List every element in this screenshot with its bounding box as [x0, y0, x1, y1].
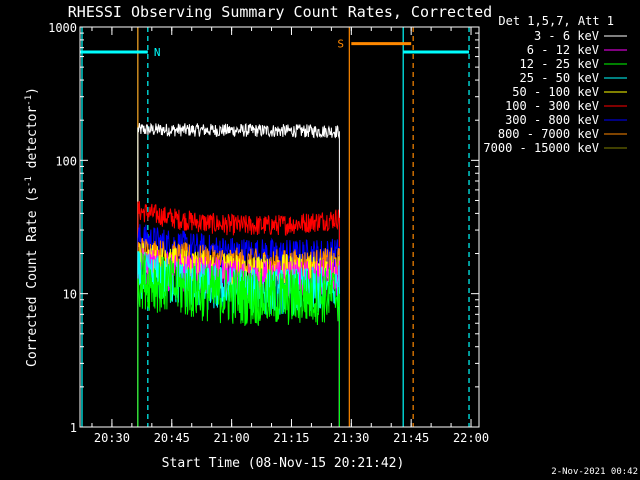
plot-timestamp: 2-Nov-2021 00:42 — [551, 467, 638, 477]
y-label-main: Corrected Count Rate (s — [25, 187, 40, 367]
x-tick-label-2: 21:00 — [214, 431, 250, 445]
series-line-0 — [137, 122, 340, 427]
series-line-1 — [137, 201, 340, 427]
legend-label-5: 100 - 300 keV — [505, 99, 599, 113]
chart-title: RHESSI Observing Summary Count Rates, Co… — [68, 3, 492, 21]
y-tick-label-3: 1000 — [48, 21, 77, 35]
x-tick-label-5: 21:45 — [393, 431, 429, 445]
x-tick-label-0: 20:30 — [94, 431, 130, 445]
y-label-mid: detector — [25, 106, 40, 177]
x-tick-label-4: 21:30 — [333, 431, 369, 445]
series-line-7 — [137, 252, 340, 427]
plot-content: NS — [80, 27, 470, 427]
night-label: N — [154, 46, 161, 59]
y-label-end: ) — [25, 87, 40, 95]
y-axis-label: Corrected Count Rate (s-1 detector-1) — [24, 87, 40, 367]
legend-header: Det 1,5,7, Att 1 — [498, 14, 614, 28]
legend-label-8: 7000 - 15000 keV — [483, 141, 599, 155]
legend-label-4: 50 - 100 keV — [512, 85, 599, 99]
legend-label-0: 3 - 6 keV — [534, 29, 599, 43]
x-tick-label-6: 22:00 — [453, 431, 489, 445]
x-tick-label-1: 20:45 — [154, 431, 190, 445]
y-tick-label-2: 100 — [55, 154, 77, 168]
y-label-sup2: -1 — [24, 95, 34, 106]
legend-label-2: 12 - 25 keV — [520, 57, 599, 71]
legend-label-7: 800 - 7000 keV — [498, 127, 599, 141]
axis-ticks: 20:30 20:45 21:00 21:15 21:30 21:45 22:00 1 10 10… — [48, 21, 489, 445]
saa-label: S — [337, 38, 344, 51]
legend-label-1: 6 - 12 keV — [527, 43, 599, 57]
legend-label-6: 300 - 800 keV — [505, 113, 599, 127]
plot-frame — [79, 26, 480, 428]
y-label-sup1: -1 — [24, 176, 34, 187]
y-tick-label-1: 10 — [63, 288, 77, 302]
y-tick-label-0: 1 — [70, 421, 77, 435]
x-axis-label: Start Time (08-Nov-15 20:21:42) — [162, 456, 405, 471]
x-tick-label-3: 21:15 — [273, 431, 309, 445]
legend-label-3: 25 - 50 keV — [520, 71, 599, 85]
